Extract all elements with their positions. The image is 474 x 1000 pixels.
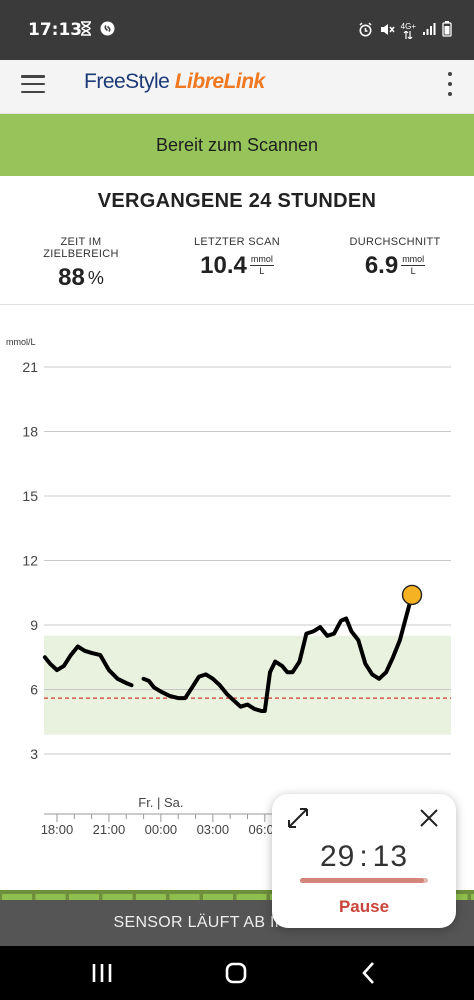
sensor-strip-segment (169, 894, 200, 902)
divider (0, 304, 474, 305)
timer-progress-fill (300, 878, 425, 883)
close-button[interactable] (418, 807, 440, 829)
timer-seconds: 13 (372, 840, 409, 873)
last-scan-marker (401, 584, 423, 606)
glucose-line (141, 592, 414, 713)
x-tick-label: 18:00 (41, 822, 74, 837)
battery-icon (442, 21, 452, 40)
timer-progress-bar (300, 878, 428, 883)
y-tick-label: 9 (30, 617, 38, 633)
close-icon (420, 809, 438, 827)
sensor-strip-segment (471, 894, 474, 902)
hourglass-icon (80, 21, 92, 39)
sensor-strip-segment (203, 894, 233, 902)
timer-time: 29:13 (272, 840, 456, 874)
stat-unit: mmol L (249, 254, 274, 277)
overflow-menu-button[interactable] (446, 72, 454, 96)
unit-top: mmol (401, 254, 426, 266)
sensor-strip-segment (102, 894, 133, 902)
expand-icon (288, 808, 308, 828)
app-bar: FreeStyle LibreLink (0, 60, 474, 114)
android-nav-bar (0, 946, 474, 1000)
sensor-strip-segment (69, 894, 99, 902)
mute-icon (379, 22, 395, 40)
app-logo: FreeStyle LibreLink (84, 70, 265, 94)
y-axis-label: mmol/L (6, 337, 36, 347)
page-title: VERGANGENE 24 STUNDEN (97, 190, 377, 212)
unit-top: mmol (249, 254, 274, 266)
x-tick-label: 03:00 (197, 822, 230, 837)
stat-value: 6.9 (364, 252, 399, 279)
y-tick-label: 18 (22, 424, 38, 440)
back-button[interactable] (352, 958, 388, 988)
y-tick-label: 12 (22, 553, 38, 569)
hamburger-line (21, 82, 45, 86)
timer-minutes: 29 (319, 840, 356, 873)
sensor-strip-segment (236, 894, 267, 902)
x-tick-label: 21:00 (93, 822, 126, 837)
y-tick-label: 21 (22, 359, 38, 375)
status-right-icons: 4G+ (358, 21, 452, 40)
sensor-strip-segment (2, 894, 32, 902)
stat-value: 10.4 (200, 252, 247, 279)
recent-apps-button[interactable] (84, 958, 120, 988)
shazam-icon (100, 21, 115, 39)
scan-ready-banner[interactable]: Bereit zum Scannen (0, 114, 474, 176)
stats-row: ZEIT IM ZIELBEREICH 88 % LETZTER SCAN 10… (0, 236, 474, 296)
logo-part-freestyle: FreeStyle (84, 70, 170, 93)
unit-bottom: L (259, 266, 265, 276)
status-left-icons (80, 21, 115, 39)
status-bar: 17:13 4G+ (0, 0, 474, 60)
stat-unit: % (87, 268, 104, 288)
unit-bottom: L (410, 266, 416, 276)
y-tick-label: 6 (30, 682, 38, 698)
x-tick-label: 00:00 (145, 822, 178, 837)
glucose-chart: mmol/L 3 6 9 12 15 18 21 Fr. | Sa. 18:00 21:00 00:0… (6, 337, 451, 837)
stat-unit: mmol L (401, 254, 426, 277)
timer-separator: : (359, 840, 369, 873)
network-label: 4G+ (400, 21, 416, 31)
hamburger-line (21, 75, 45, 78)
stat-value-wrap: 6.9 mmol L (340, 252, 450, 280)
stat-label: DURCHSCHNITT (349, 236, 441, 248)
kebab-dot (448, 92, 452, 96)
network-4g-icon: 4G+ (400, 21, 416, 39)
scan-ready-label: Bereit zum Scannen (155, 134, 319, 155)
sensor-strip-segment (35, 894, 66, 902)
scan-timer-card[interactable]: 29:13 Pause (272, 794, 456, 928)
sensor-strip-segment (136, 894, 166, 902)
stat-last-scan: LETZTER SCAN 10.4 mmol L (183, 236, 291, 280)
day-boundary-label: Fr. | Sa. (138, 795, 183, 810)
status-time: 17:13 (28, 20, 83, 40)
expand-button[interactable] (286, 806, 310, 830)
menu-button[interactable] (21, 73, 45, 95)
glucose-line (42, 644, 134, 688)
kebab-dot (448, 82, 452, 86)
y-tick-label: 15 (22, 488, 38, 504)
stat-time-in-range: ZEIT IM ZIELBEREICH 88 % (22, 236, 140, 292)
stat-label: LETZTER SCAN (193, 236, 281, 248)
hamburger-line (21, 90, 45, 93)
home-button[interactable] (218, 958, 254, 988)
alarm-icon (358, 21, 373, 40)
stat-label: ZEIT IM ZIELBEREICH (43, 236, 119, 260)
home-icon (225, 962, 247, 984)
stat-value: 88 (58, 264, 85, 291)
target-range-band (44, 635, 451, 735)
pause-button[interactable]: Pause (338, 897, 390, 916)
recent-apps-icon (92, 964, 112, 982)
stat-value-wrap: 88 % (22, 264, 140, 292)
logo-part-librelink: LibreLink (174, 70, 266, 93)
kebab-dot (448, 72, 452, 76)
y-tick-label: 3 (30, 746, 38, 762)
back-icon (362, 962, 374, 984)
signal-icon (422, 22, 436, 39)
stat-average: DURCHSCHNITT 6.9 mmol L (340, 236, 450, 280)
stat-value-wrap: 10.4 mmol L (183, 252, 291, 280)
